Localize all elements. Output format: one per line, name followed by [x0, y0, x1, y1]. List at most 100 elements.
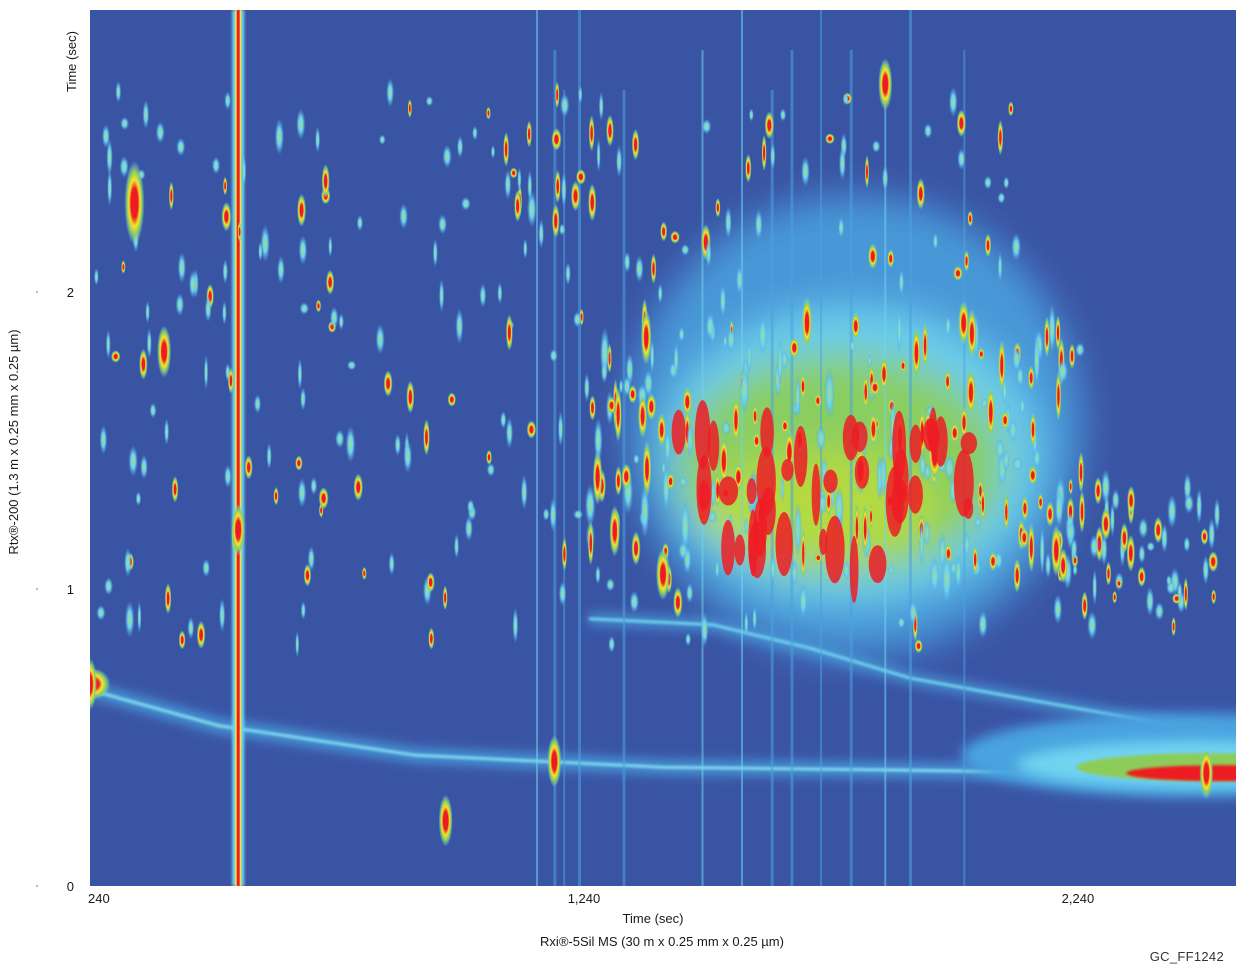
- analyte-peak: [899, 358, 907, 373]
- analyte-peak: [1019, 527, 1029, 549]
- analyte-peak: [758, 315, 768, 356]
- analyte-peak: [119, 155, 129, 178]
- analyte-peak: [300, 601, 306, 620]
- analyte-peak: [486, 106, 491, 120]
- hump-red-peak: [748, 509, 758, 577]
- analyte-peak: [1146, 541, 1155, 552]
- analyte-peak: [748, 108, 754, 122]
- analyte-peak: [273, 486, 279, 506]
- analyte-peak: [967, 308, 977, 359]
- analyte-peak: [406, 380, 415, 414]
- analyte-peak: [980, 397, 989, 409]
- analyte-peak: [876, 454, 883, 503]
- analyte-peak: [222, 300, 227, 326]
- analyte-peak: [705, 239, 712, 268]
- analyte-peak: [898, 268, 905, 297]
- analyte-peak: [867, 243, 878, 270]
- analyte-peak: [1068, 343, 1076, 369]
- analyte-peak: [1208, 551, 1219, 573]
- x-ticks: 240 1,240 2,240: [88, 891, 1094, 906]
- analyte-peak: [479, 283, 487, 308]
- analyte-peak: [770, 142, 776, 171]
- analyte-peak: [486, 449, 492, 465]
- hump-red-peak: [960, 432, 978, 455]
- analyte-peak: [1002, 449, 1010, 471]
- analyte-peak: [948, 87, 958, 118]
- analyte-peak: [1039, 525, 1045, 576]
- analyte-peak: [222, 176, 228, 196]
- vertical-streak: [553, 50, 557, 886]
- analyte-peak: [1027, 522, 1035, 573]
- analyte-peak: [137, 600, 142, 635]
- analyte-peak: [619, 378, 624, 395]
- analyte-peak: [779, 108, 787, 122]
- analyte-peak: [177, 251, 187, 284]
- analyte-peak: [168, 181, 174, 211]
- analyte-peak: [723, 334, 728, 349]
- analyte-peak: [941, 552, 953, 605]
- analyte-peak: [1012, 346, 1022, 373]
- analyte-peak: [978, 347, 985, 361]
- analyte-peak: [149, 402, 157, 419]
- analyte-peak: [721, 420, 731, 436]
- analyte-peak: [1183, 536, 1191, 553]
- analyte-peak: [558, 581, 567, 607]
- analyte-peak: [631, 531, 641, 566]
- analyte-peak: [509, 167, 518, 179]
- analyte-peak: [752, 431, 761, 450]
- analyte-peak: [633, 453, 640, 465]
- x-tick-label: 2,240: [1062, 891, 1095, 906]
- analyte-peak: [1094, 477, 1102, 505]
- analyte-peak: [297, 357, 303, 391]
- analyte-peak: [565, 261, 571, 286]
- y-tick-label: 2: [67, 285, 74, 300]
- analyte-peak: [300, 387, 306, 411]
- analyte-peak: [432, 238, 438, 268]
- analyte-peak: [598, 91, 604, 122]
- analyte-peak: [593, 417, 603, 464]
- analyte-peak: [897, 616, 906, 629]
- analyte-peak: [868, 503, 874, 530]
- analyte-peak: [752, 605, 757, 632]
- analyte-peak: [403, 440, 413, 474]
- analyte-peak: [718, 435, 729, 487]
- analyte-peak: [315, 126, 321, 154]
- analyte-peak: [561, 171, 567, 208]
- analyte-peak: [1202, 555, 1210, 585]
- analyte-peak: [561, 537, 567, 572]
- analyte-peak: [104, 577, 114, 596]
- analyte-peak: [1029, 412, 1037, 447]
- analyte-peak: [997, 191, 1006, 204]
- analyte-peak: [1008, 417, 1018, 443]
- analyte-peak: [99, 424, 108, 455]
- analyte-peak: [1053, 594, 1063, 625]
- analyte-peak: [686, 422, 694, 458]
- analyte-peak: [752, 404, 759, 429]
- analyte-peak: [956, 109, 967, 138]
- analyte-peak: [957, 147, 966, 171]
- analyte-peak: [1048, 303, 1056, 355]
- analyte-peak: [425, 95, 434, 107]
- analyte-peak: [386, 78, 395, 108]
- analyte-peak: [660, 221, 668, 242]
- analyte-peak: [504, 169, 512, 200]
- analyte-peak: [426, 572, 435, 593]
- analyte-peak: [356, 214, 364, 232]
- analyte-peak: [455, 308, 464, 345]
- analyte-peak: [187, 616, 195, 640]
- analyte-peak: [851, 312, 861, 340]
- hump-red-peak: [909, 424, 922, 463]
- y-axis-column-label: Rtx®-200 (1.3 m x 0.25 mm x 0.25 µm): [6, 329, 21, 554]
- analyte-peak: [176, 137, 186, 157]
- hump-red-peak: [694, 400, 711, 469]
- analyte-peak: [738, 364, 750, 415]
- analyte-peak: [588, 183, 597, 222]
- analyte-peak: [869, 411, 878, 448]
- hump-red-peak: [953, 449, 974, 517]
- analyte-peak: [963, 250, 970, 272]
- hump-red-peak: [696, 454, 712, 525]
- analyte-peak: [438, 278, 445, 313]
- analyte-peak: [1126, 534, 1136, 572]
- analyte-peak: [837, 216, 845, 239]
- analyte-peak: [1054, 488, 1064, 529]
